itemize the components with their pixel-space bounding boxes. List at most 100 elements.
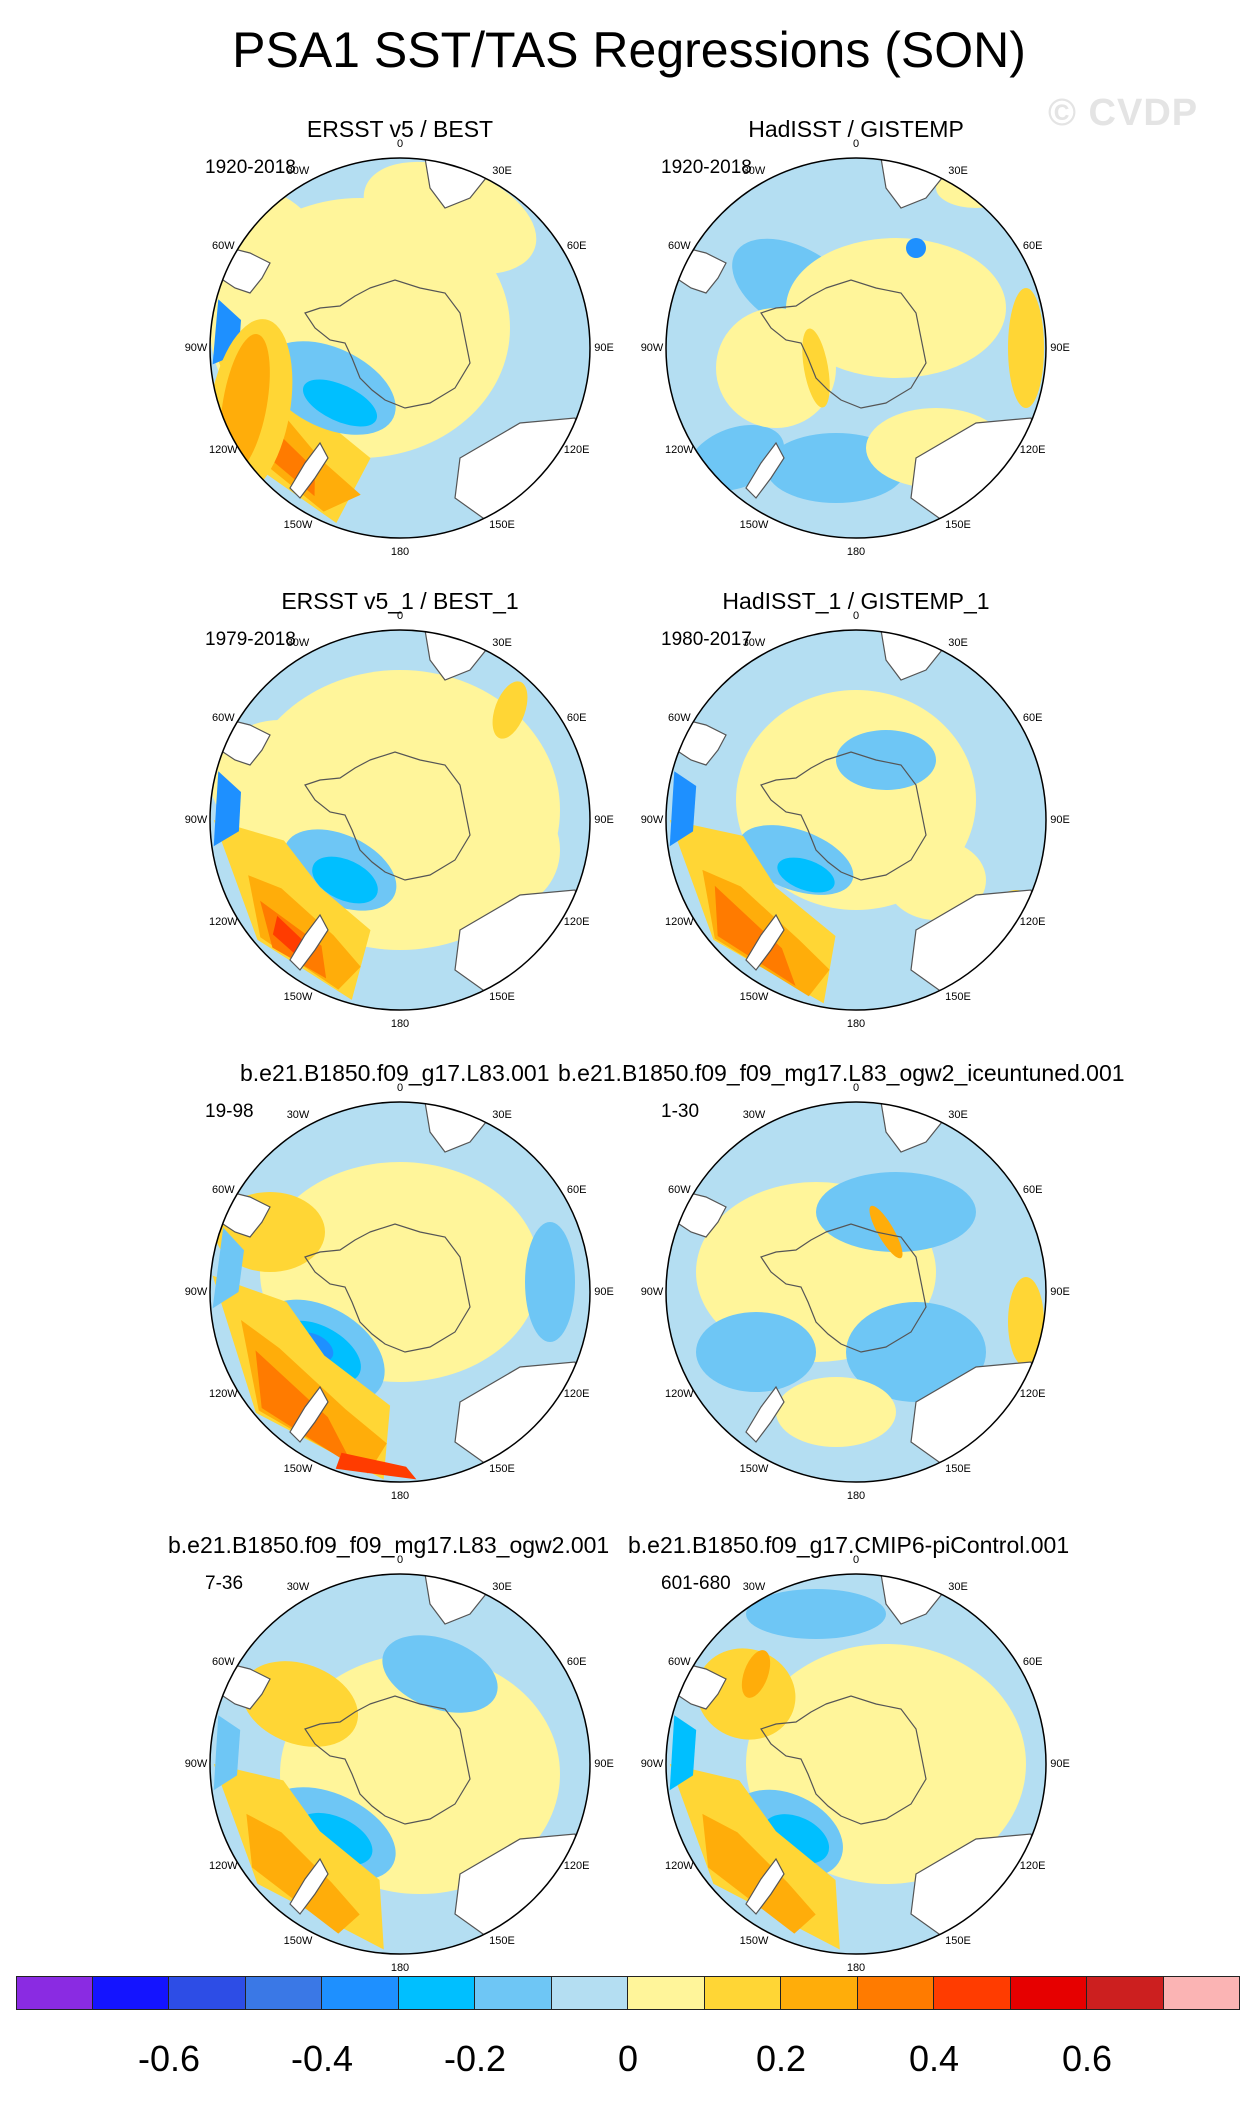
anomaly-region [382, 1635, 498, 1713]
map-border [209, 629, 591, 1011]
anomaly-region [802, 328, 830, 408]
anomaly-region [246, 1813, 360, 1934]
longitude-label: 60E [1022, 240, 1043, 252]
polar-map [209, 629, 591, 1011]
colorbar-label: -0.4 [290, 2038, 354, 2079]
longitude-label: 120W [664, 1860, 694, 1872]
panel-period-7: 7-36 [205, 1573, 244, 1594]
longitude-label: 90E [594, 1758, 614, 1770]
longitude-label: 150W [283, 990, 313, 1003]
map-field [666, 630, 1046, 1010]
anomaly-region [492, 681, 528, 739]
anomaly-region [363, 161, 537, 275]
longitude-label: 90W [640, 1758, 664, 1770]
new-zealand-coastline [745, 441, 785, 499]
longitude-label: 30W [742, 1581, 766, 1594]
longitude-label: 180 [846, 1018, 866, 1030]
map-field [210, 1574, 590, 1954]
anomaly-region [777, 857, 835, 893]
anomaly-region [741, 1650, 771, 1698]
longitude-label: 30E [948, 1109, 968, 1122]
new-zealand-coastline [745, 1857, 785, 1915]
panel-period-1: 1920-2018 [205, 157, 296, 178]
map-field [210, 158, 590, 538]
panel-title-8: b.e21.B1850.f09_g17.CMIP6-piControl.001 [628, 1532, 1070, 1558]
anomaly-region [746, 1589, 886, 1639]
panel-period-8: 601-680 [661, 1573, 731, 1594]
longitude-label: 60W [668, 712, 691, 724]
colorbar-label: -0.2 [443, 2038, 507, 2079]
anomaly-region [846, 1302, 986, 1402]
longitude-label: 0 [396, 138, 404, 150]
map-border [665, 1101, 1047, 1483]
longitude-label: 90W [184, 1286, 208, 1298]
longitude-label: 150W [283, 518, 313, 531]
longitude-label: 60W [668, 1656, 691, 1668]
map-field [210, 1102, 590, 1482]
longitude-label: 60E [1022, 1184, 1043, 1196]
panel-title-2: HadISST / GISTEMP [748, 116, 964, 142]
panel-title-4: HadISST_1 / GISTEMP_1 [722, 588, 990, 614]
longitude-label: 120W [664, 1388, 694, 1400]
colorbar-cell [169, 1976, 246, 2010]
longitude-label: 0 [852, 1082, 860, 1094]
anomaly-region [836, 730, 936, 790]
longitude-label: 30E [948, 165, 968, 178]
longitude-label: 150E [945, 1462, 971, 1475]
anomaly-region [1008, 1277, 1044, 1367]
longitude-label: 150W [739, 1934, 769, 1947]
longitude-label: 90E [1050, 1758, 1070, 1770]
antarctica-coastline [760, 279, 927, 409]
anomaly-region [241, 1661, 359, 1747]
anomaly-region [312, 856, 378, 904]
longitude-label: 180 [846, 546, 866, 558]
longitude-label: 120E [563, 1388, 590, 1400]
longitude-label: 150W [283, 1462, 313, 1475]
colorbar-cell [704, 1976, 781, 2010]
panel-title-1: ERSST v5 / BEST [306, 116, 494, 142]
longitude-label: 60E [566, 240, 587, 252]
antarctica-coastline [304, 279, 471, 409]
longitude-label: 0 [396, 1082, 404, 1094]
polar-map [665, 1573, 1047, 1955]
colorbar-cell [16, 1976, 93, 2010]
longitude-label: 180 [390, 546, 410, 558]
longitude-label: 90E [594, 814, 614, 826]
new-zealand-coastline [745, 913, 785, 971]
longitude-label: 120E [1019, 1388, 1046, 1400]
longitude-label: 60E [1022, 1656, 1043, 1668]
longitude-label: 60W [212, 1656, 235, 1668]
longitude-label: 90W [640, 814, 664, 826]
longitude-label: 30E [948, 1581, 968, 1594]
colorbar-cell [628, 1976, 705, 2010]
longitude-label: 60E [1022, 712, 1043, 724]
polar-map [209, 1101, 591, 1483]
longitude-label: 30E [492, 165, 512, 178]
panel-title-5: b.e21.B1850.f09_g17.L83.001 [240, 1060, 550, 1086]
colorbar-cell [551, 1976, 628, 2010]
colorbar-label: -0.6 [137, 2038, 201, 2079]
longitude-label: 30W [286, 165, 310, 178]
longitude-label: 60W [668, 240, 691, 252]
longitude-label: 120W [208, 1388, 238, 1400]
longitude-label: 180 [846, 1962, 866, 1974]
map-field [666, 1574, 1046, 1954]
longitude-label: 180 [390, 1018, 410, 1030]
longitude-label: 90W [640, 342, 664, 354]
colorbar-cell [857, 1976, 934, 2010]
polar-map [665, 157, 1047, 539]
longitude-label: 90E [594, 1286, 614, 1298]
longitude-label: 0 [396, 610, 404, 622]
colorbar-label: 0.6 [1061, 2038, 1113, 2079]
map-border [665, 1573, 1047, 1955]
longitude-label: 90E [1050, 814, 1070, 826]
longitude-label: 60W [212, 712, 235, 724]
longitude-label: 60E [566, 1184, 587, 1196]
longitude-label: 180 [390, 1962, 410, 1974]
new-zealand-coastline [289, 913, 329, 971]
longitude-label: 180 [390, 1490, 410, 1502]
anomaly-region [213, 771, 241, 847]
colorbar-cell [398, 1976, 475, 2010]
panel-period-3: 1979-2018 [205, 629, 296, 650]
longitude-label: 60E [566, 1656, 587, 1668]
